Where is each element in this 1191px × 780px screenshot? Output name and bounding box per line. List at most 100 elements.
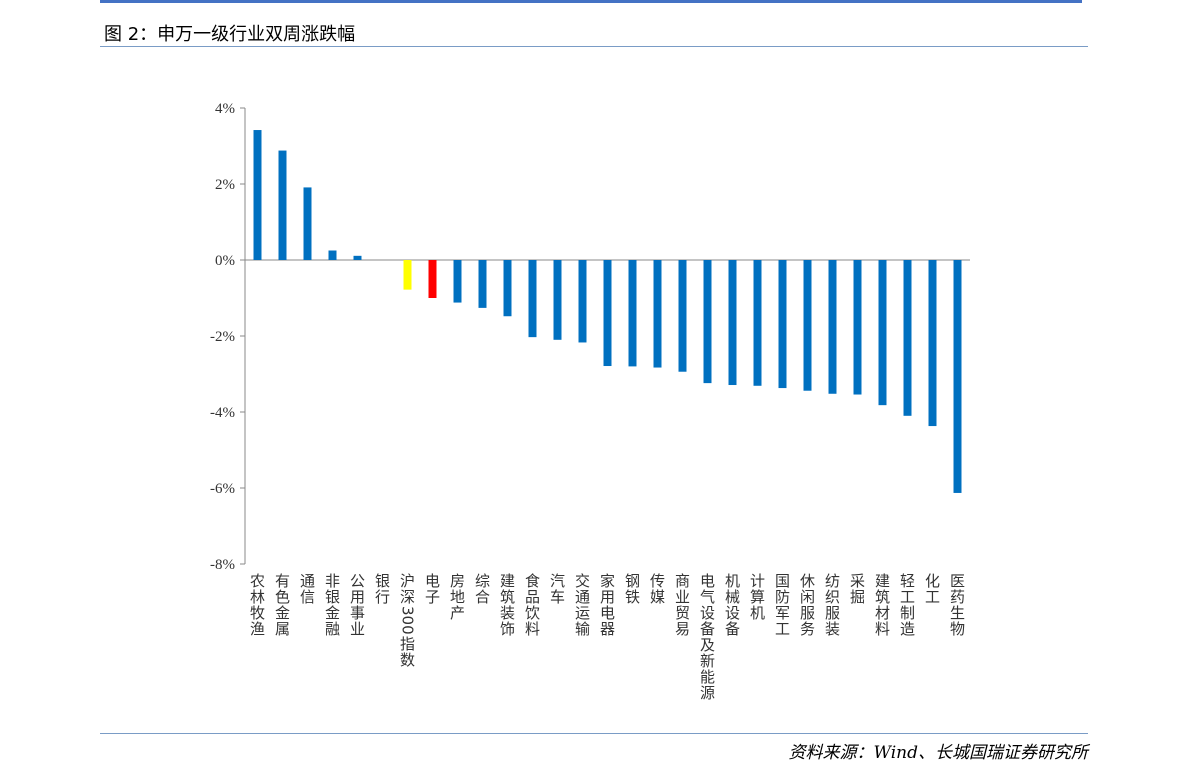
x-category-label-part: 地 bbox=[450, 588, 465, 606]
x-category-label-part: 产 bbox=[450, 604, 465, 622]
x-category-label-part: 装 bbox=[825, 620, 840, 638]
x-category-label-part: 通 bbox=[300, 572, 315, 590]
x-category-label-part: 设 bbox=[725, 604, 740, 622]
x-category-label-part: 电 bbox=[425, 572, 440, 590]
x-category-label-part: 筑 bbox=[500, 588, 515, 606]
x-category-label-part: 机 bbox=[725, 572, 740, 590]
x-category-label-part: 车 bbox=[550, 588, 565, 606]
x-category-label-part: 料 bbox=[875, 620, 890, 638]
x-category-label: 银行 bbox=[375, 572, 390, 606]
bar bbox=[828, 260, 837, 394]
x-category-label-part: 械 bbox=[725, 588, 740, 606]
x-category-label-part: 属 bbox=[275, 620, 290, 638]
bar bbox=[303, 187, 312, 260]
title-rule bbox=[100, 46, 1088, 47]
bar bbox=[878, 260, 887, 406]
x-category-label-part: 备 bbox=[700, 620, 715, 638]
top-rule bbox=[100, 0, 1082, 3]
x-category-label-part: 金 bbox=[325, 604, 340, 622]
x-category-label-part: 通 bbox=[575, 588, 590, 606]
bar bbox=[528, 260, 537, 338]
bar bbox=[728, 260, 737, 386]
bar bbox=[853, 260, 862, 395]
x-category-label-part: 计 bbox=[750, 572, 765, 590]
x-category-label-part: 饮 bbox=[525, 604, 540, 622]
bar bbox=[928, 260, 937, 427]
x-category-label-part: 银 bbox=[325, 588, 340, 606]
x-category-label-part: 筑 bbox=[875, 588, 890, 606]
bar bbox=[453, 260, 462, 303]
x-category-label: 通信 bbox=[300, 572, 315, 606]
x-category-label-part: 物 bbox=[950, 620, 965, 638]
x-category-label-part: 服 bbox=[800, 604, 815, 622]
x-category-label: 传媒 bbox=[650, 572, 665, 606]
x-category-label-part: 建 bbox=[875, 572, 890, 590]
bar bbox=[603, 260, 612, 367]
x-category-label-part: 钢 bbox=[625, 572, 640, 590]
bar bbox=[703, 260, 712, 384]
x-category-label-part: 业 bbox=[350, 620, 365, 638]
y-tick-label: 2% bbox=[215, 177, 235, 193]
bar bbox=[253, 130, 262, 260]
bar bbox=[278, 150, 287, 260]
y-tick-label: -2% bbox=[210, 329, 235, 345]
x-category-label-part: 有 bbox=[275, 572, 290, 590]
x-category-label: 钢铁 bbox=[625, 572, 640, 606]
x-category-label-part: 媒 bbox=[650, 588, 665, 606]
x-category-label-part: 子 bbox=[425, 588, 440, 606]
x-category-label-part: 电 bbox=[600, 604, 615, 622]
x-category-label-part: 数 bbox=[400, 651, 415, 669]
bar bbox=[778, 260, 787, 389]
x-category-label-part: 算 bbox=[750, 588, 765, 606]
x-category-label-part: 新 bbox=[700, 652, 715, 670]
x-category-label-part: 业 bbox=[675, 588, 690, 606]
y-tick-label: 0% bbox=[215, 253, 235, 269]
x-category-label-part: 药 bbox=[950, 588, 965, 606]
x-category-label-part: 工 bbox=[775, 620, 790, 638]
x-category-label-part: 用 bbox=[600, 588, 615, 606]
x-category-label-part: 合 bbox=[475, 588, 490, 606]
x-category-label-part: 综 bbox=[475, 572, 490, 590]
chart-labels: 农林牧渔有色金属通信非银金融公用事业银行沪深300指数电子房地产综合建筑装饰食品… bbox=[250, 572, 965, 702]
x-category-label-part: 电 bbox=[700, 572, 715, 590]
x-category-label-part: 指 bbox=[400, 635, 415, 653]
x-category-label-part: 闲 bbox=[800, 588, 815, 606]
x-category-label-part: 能 bbox=[700, 668, 715, 686]
bar bbox=[803, 260, 812, 391]
x-category-label-part: 织 bbox=[825, 588, 840, 606]
x-category-label-part: 铁 bbox=[625, 588, 640, 606]
y-tick-label: -8% bbox=[210, 557, 235, 573]
chart-bars bbox=[253, 130, 962, 493]
x-category-label-part: 食 bbox=[525, 572, 540, 590]
x-category-label-part: 务 bbox=[800, 620, 815, 638]
x-category-label-part: 材 bbox=[875, 604, 890, 622]
bar bbox=[503, 260, 512, 317]
bar bbox=[403, 260, 412, 290]
x-category-label: 综合 bbox=[475, 572, 490, 606]
x-category-label: 电子 bbox=[425, 572, 440, 606]
x-category-label-part: 建 bbox=[500, 572, 515, 590]
x-category-label-part: 融 bbox=[325, 620, 340, 638]
bar bbox=[578, 260, 587, 343]
bar bbox=[753, 260, 762, 386]
x-category-label-part: 饰 bbox=[500, 620, 515, 638]
x-category-label-part: 国 bbox=[775, 572, 790, 590]
bar bbox=[628, 260, 637, 367]
x-category-label-part: 房 bbox=[450, 572, 465, 590]
x-category-label-part: 制 bbox=[900, 604, 915, 622]
x-category-label-part: 用 bbox=[350, 588, 365, 606]
x-category-label-part: 深 bbox=[400, 588, 415, 606]
bar bbox=[653, 260, 662, 368]
x-category-label-part: 运 bbox=[575, 604, 590, 622]
x-category-label-part: 机 bbox=[750, 604, 765, 622]
x-category-label-part: 掘 bbox=[850, 588, 865, 606]
